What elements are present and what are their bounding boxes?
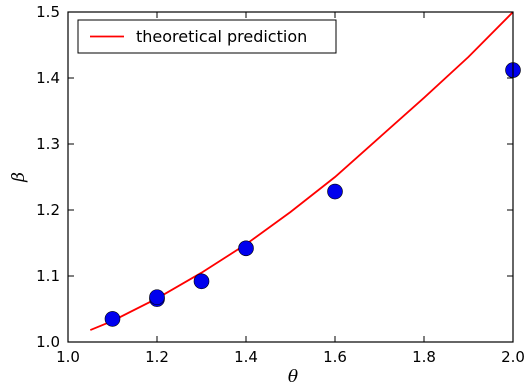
plot-frame	[67, 11, 514, 343]
data-point	[327, 183, 343, 200]
y-tick-label: 1.1	[36, 267, 60, 285]
x-tick-label: 1.6	[323, 348, 347, 366]
y-tick-label: 1.3	[36, 135, 60, 153]
data-point	[238, 240, 254, 257]
axis-ticks: 1.0 1.2 1.4 1.6 1.8 2.0 1.0 1.1 1.2 1.3 1.4 1.5	[36, 3, 525, 366]
legend-label: theoretical prediction	[136, 27, 307, 46]
y-axis-label: β	[9, 172, 29, 183]
x-tick-label: 1.4	[234, 348, 258, 366]
y-tick-label: 1.4	[36, 69, 60, 87]
data-point	[193, 273, 210, 290]
y-tick-label: 1.2	[36, 201, 60, 219]
y-tick-label: 1.5	[36, 3, 60, 21]
x-tick-label: 1.0	[56, 348, 80, 366]
y-tick-label: 1.0	[36, 333, 60, 351]
x-tick-label: 2.0	[501, 348, 525, 366]
chart-marks	[89, 11, 521, 331]
theoretical-prediction-line	[89, 11, 514, 331]
x-axis-label: θ	[288, 367, 298, 387]
data-point	[104, 311, 121, 327]
data-point	[149, 289, 165, 305]
legend: theoretical prediction	[77, 19, 337, 54]
x-tick-label: 1.2	[145, 348, 169, 366]
plot-area	[68, 12, 513, 342]
x-tick-label: 1.8	[412, 348, 436, 366]
